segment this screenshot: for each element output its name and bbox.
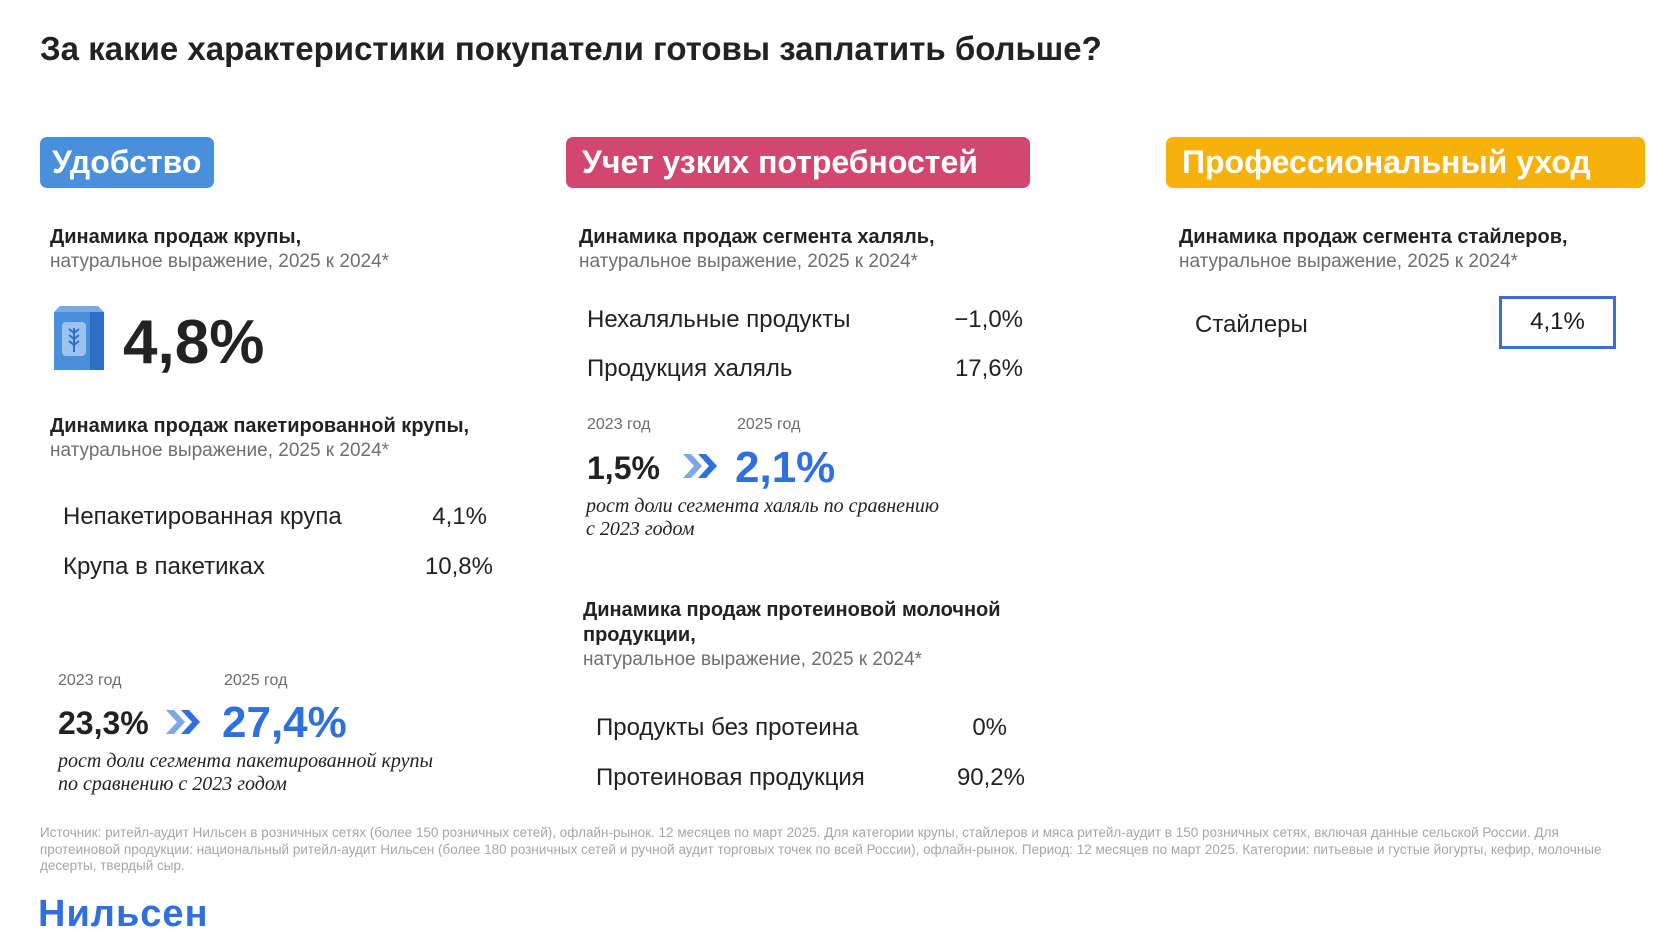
protein-heading-line-1: Динамика продаж протеиновой молочной <box>583 599 1001 621</box>
row-value-packaged: 10,8% <box>424 553 493 580</box>
year-to-label: 2025 год <box>224 672 288 689</box>
row-value-non-halal: −1,0% <box>954 306 1023 333</box>
halal-share-to: 2,1% <box>735 443 836 492</box>
row-label-protein: Протеиновая продукция <box>596 764 865 791</box>
halal-share-from: 1,5% <box>587 450 660 486</box>
row-value-unpackaged: 4,1% <box>432 503 487 530</box>
row-label-no-protein: Продукты без протеина <box>596 714 859 741</box>
note-line-1: рост доли сегмента пакетированной крупы <box>58 750 434 772</box>
protein-subheading: натуральное выражение, 2025 к 2024* <box>583 649 923 670</box>
halal-heading: Динамика продаж сегмента халяль, <box>579 226 935 248</box>
year-from-label: 2023 год <box>58 672 122 689</box>
stylers-value-box: 4,1% <box>1499 296 1616 349</box>
halal-subheading: натуральное выражение, 2025 к 2024* <box>579 251 919 272</box>
protein-heading-line-2: продукции, <box>583 624 696 646</box>
stylers-subheading: натуральное выражение, 2025 к 2024* <box>1179 251 1519 272</box>
double-chevron-icon <box>683 452 721 480</box>
page-title: За какие характеристики покупатели готов… <box>40 30 1102 67</box>
row-label-non-halal: Нехаляльные продукты <box>587 306 851 333</box>
stylers-heading: Динамика продаж сегмента стайлеров, <box>1179 226 1568 248</box>
halal-note-line-1: рост доли сегмента халяль по сравнению <box>586 495 940 517</box>
grain-sales-value: 4,8% <box>123 308 265 377</box>
grain-sales-heading: Динамика продаж крупы, <box>50 226 302 248</box>
halal-year-from: 2023 год <box>587 416 651 433</box>
row-value-protein: 90,2% <box>956 764 1025 791</box>
row-label-stylers: Стайлеры <box>1195 311 1308 338</box>
tag-narrow-needs: Учет узких потребностей <box>566 137 1030 188</box>
row-value-no-protein: 0% <box>972 714 1007 741</box>
cereal-box-icon <box>52 306 106 370</box>
tag-professional-care: Профессиональный уход <box>1166 137 1645 188</box>
nielsen-logo: Нильсен <box>38 893 209 935</box>
packaged-grain-heading: Динамика продаж пакетированной крупы, <box>50 415 470 437</box>
double-chevron-icon <box>166 708 204 736</box>
row-value-halal: 17,6% <box>954 355 1023 382</box>
packaged-grain-subheading: натуральное выражение, 2025 к 2024* <box>50 440 390 461</box>
row-label-halal: Продукция халяль <box>587 355 793 382</box>
source-footnote: Источник: ритейл-аудит Нильсен в розничн… <box>40 825 1602 873</box>
share-from-value: 23,3% <box>58 705 149 741</box>
note-line-2: по сравнению с 2023 годом <box>58 773 287 795</box>
share-to-value: 27,4% <box>222 698 347 747</box>
tag-convenience: Удобство <box>40 137 214 188</box>
halal-note-line-2: с 2023 годом <box>586 518 695 540</box>
row-label-unpackaged: Непакетированная крупа <box>63 503 342 530</box>
row-label-packaged: Крупа в пакетиках <box>63 553 265 580</box>
halal-year-to: 2025 год <box>737 416 801 433</box>
grain-sales-subheading: натуральное выражение, 2025 к 2024* <box>50 251 390 272</box>
